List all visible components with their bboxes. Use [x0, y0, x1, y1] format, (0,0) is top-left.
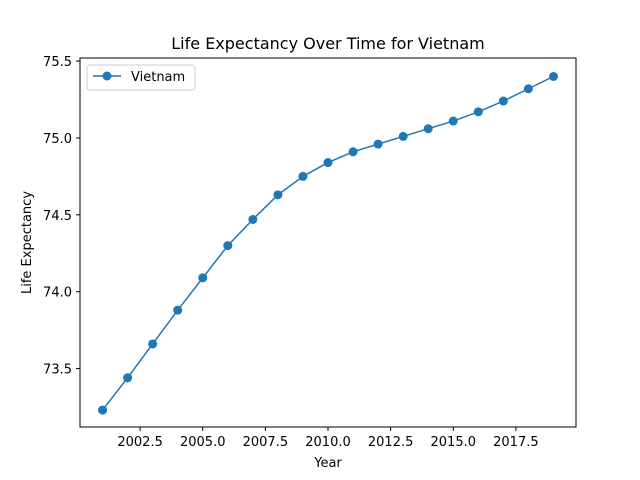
x-tick-label: 2005.0 — [180, 435, 226, 450]
data-point — [348, 147, 358, 157]
data-point — [473, 107, 483, 117]
data-point — [523, 84, 533, 94]
y-tick-label: 73.5 — [43, 363, 72, 378]
x-tick-label: 2015.0 — [431, 435, 477, 450]
legend-label-vietnam: Vietnam — [131, 70, 185, 85]
data-point — [123, 373, 133, 383]
y-tick-label: 74.5 — [43, 209, 72, 224]
legend-box — [86, 64, 196, 91]
chart-title: Life Expectancy Over Time for Vietnam — [171, 34, 484, 53]
data-point — [423, 124, 433, 134]
y-axis-label: Life Expectancy — [20, 191, 35, 294]
data-point — [223, 241, 233, 251]
data-point — [548, 71, 558, 81]
y-tick-label: 75.5 — [43, 55, 72, 70]
x-tick-label: 2012.5 — [368, 435, 414, 450]
plot-area — [98, 71, 558, 415]
x-axis-label: Year — [313, 456, 342, 471]
legend-marker — [102, 71, 112, 81]
x-tick-label: 2017.5 — [493, 435, 539, 450]
x-tick-label: 2002.5 — [117, 435, 163, 450]
data-point — [398, 131, 408, 141]
data-point — [448, 116, 458, 126]
data-point — [248, 214, 258, 224]
x-tick-label: 2007.5 — [243, 435, 289, 450]
data-point — [323, 158, 333, 168]
y-tick-label: 75.0 — [43, 132, 72, 147]
y-tick-label: 74.0 — [43, 286, 72, 301]
x-tick-label: 2010.0 — [305, 435, 351, 450]
data-point — [298, 171, 308, 181]
data-point — [173, 305, 183, 315]
data-point — [373, 139, 383, 149]
data-point — [98, 405, 108, 415]
data-point — [498, 96, 508, 106]
data-point — [198, 273, 208, 283]
data-point — [273, 190, 283, 200]
legend: Vietnam — [86, 64, 196, 91]
data-point — [148, 339, 158, 349]
